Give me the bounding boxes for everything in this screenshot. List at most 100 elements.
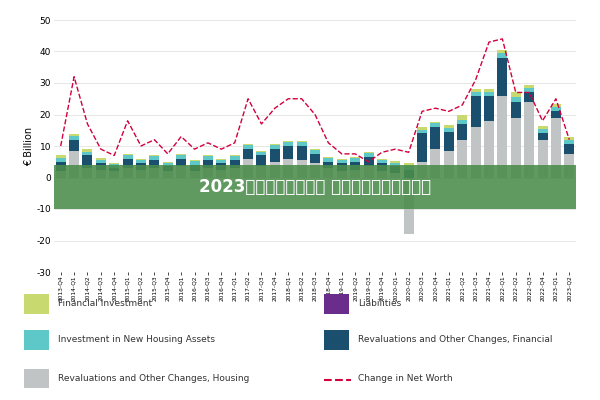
Bar [283, 141, 293, 142]
Bar [404, 163, 414, 166]
Bar [417, 133, 427, 162]
Bar [564, 137, 574, 140]
Bar [524, 88, 534, 92]
Bar [564, 144, 574, 154]
Bar [122, 155, 133, 158]
Bar [564, 140, 574, 144]
Bar [163, 163, 173, 166]
Bar [377, 158, 387, 160]
Bar [56, 155, 66, 158]
Bar [390, 173, 400, 178]
Bar [430, 149, 440, 178]
Bar [190, 161, 200, 165]
Bar [457, 116, 467, 120]
Bar [497, 53, 508, 58]
Bar [190, 165, 200, 171]
Bar [176, 155, 186, 158]
Bar [337, 171, 347, 178]
Bar [444, 128, 454, 132]
Bar [470, 89, 481, 92]
Bar [176, 166, 186, 178]
Bar [497, 50, 508, 53]
Bar [350, 162, 360, 170]
Bar [24, 330, 49, 350]
Bar [551, 107, 561, 111]
Bar [377, 160, 387, 163]
Bar [324, 330, 349, 350]
Bar [163, 171, 173, 178]
Text: Investment in New Housing Assets: Investment in New Housing Assets [58, 336, 215, 344]
Bar [444, 151, 454, 178]
Bar [457, 120, 467, 124]
Bar [216, 163, 226, 170]
Bar [109, 171, 119, 178]
Bar [470, 96, 481, 127]
Bar [364, 166, 374, 178]
Bar [54, 165, 576, 209]
Text: Change in Net Worth: Change in Net Worth [358, 374, 453, 383]
Bar [484, 96, 494, 121]
Bar [136, 160, 146, 163]
Bar [323, 162, 334, 168]
Bar [243, 158, 253, 178]
Bar [497, 58, 508, 96]
Bar [430, 122, 440, 123]
Bar [96, 158, 106, 160]
Bar [163, 166, 173, 171]
Bar [538, 126, 548, 129]
Bar [470, 92, 481, 96]
Bar [203, 156, 213, 160]
Bar [122, 154, 133, 155]
Bar [256, 166, 266, 178]
Bar [82, 152, 92, 156]
Bar [176, 158, 186, 166]
Bar [417, 130, 427, 133]
Bar [538, 129, 548, 133]
Bar [296, 146, 307, 160]
Bar [230, 156, 240, 160]
Y-axis label: € Billion: € Billion [23, 126, 34, 166]
Bar [390, 166, 400, 173]
Bar [310, 163, 320, 178]
Bar [96, 163, 106, 170]
Bar [216, 170, 226, 178]
Bar [56, 158, 66, 162]
Bar [417, 162, 427, 178]
Bar [538, 133, 548, 140]
Bar [69, 151, 79, 178]
Bar [243, 149, 253, 158]
Bar [69, 140, 79, 151]
Bar [377, 163, 387, 171]
Bar [136, 158, 146, 160]
Bar [109, 168, 119, 171]
Bar [296, 142, 307, 146]
Bar [82, 148, 92, 152]
Bar [457, 124, 467, 140]
Bar [190, 171, 200, 178]
Bar [377, 171, 387, 178]
Text: Liabilities: Liabilities [358, 300, 401, 308]
Bar [484, 121, 494, 178]
Bar [283, 142, 293, 146]
Bar [296, 141, 307, 142]
Bar [551, 118, 561, 178]
Bar [96, 170, 106, 178]
Text: Revaluations and Other Changes, Housing: Revaluations and Other Changes, Housing [58, 374, 250, 383]
Bar [69, 134, 79, 136]
Bar [270, 162, 280, 178]
Bar [283, 146, 293, 158]
Bar [256, 156, 266, 166]
Bar [283, 158, 293, 178]
Bar [230, 168, 240, 178]
Bar [82, 168, 92, 178]
Bar [430, 123, 440, 127]
Bar [511, 92, 521, 97]
Bar [69, 136, 79, 140]
Bar [270, 145, 280, 149]
Bar [524, 92, 534, 102]
Bar [203, 160, 213, 168]
Bar [310, 150, 320, 154]
Bar [256, 151, 266, 152]
Bar [270, 144, 280, 145]
Bar [444, 125, 454, 128]
